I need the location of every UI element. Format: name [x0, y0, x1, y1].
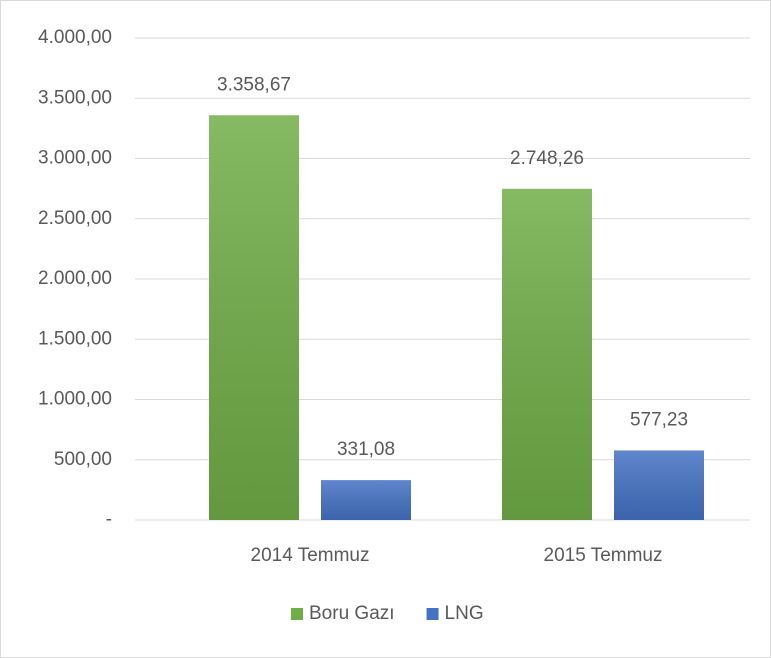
x-tick-label: 2015 Temmuz — [544, 545, 663, 566]
y-tick-label: 3.500,00 — [38, 87, 112, 108]
x-tick-label: 2014 Temmuz — [251, 545, 370, 566]
y-tick-label: 4.000,00 — [38, 27, 112, 48]
legend-label: Boru Gazı — [309, 603, 395, 624]
y-tick-label: 1.000,00 — [38, 389, 112, 410]
data-label: 577,23 — [630, 409, 688, 430]
bar-shade — [502, 188, 592, 521]
legend-swatch — [426, 608, 439, 620]
bar-shade — [321, 480, 411, 520]
y-tick-label: 1.500,00 — [38, 328, 112, 349]
bar-shade — [209, 115, 299, 520]
legend-swatch — [291, 608, 303, 620]
data-label: 3.358,67 — [217, 74, 291, 95]
y-tick-label: 2.000,00 — [38, 268, 112, 289]
bar-shade — [614, 450, 704, 520]
data-label: 2.748,26 — [510, 148, 584, 169]
y-tick-label: - — [106, 509, 112, 530]
y-tick-label: 500,00 — [54, 449, 112, 470]
y-tick-label: 2.500,00 — [38, 208, 112, 229]
legend-label: LNG — [445, 603, 484, 624]
y-tick-label: 3.000,00 — [38, 148, 112, 169]
data-label: 331,08 — [337, 439, 395, 460]
